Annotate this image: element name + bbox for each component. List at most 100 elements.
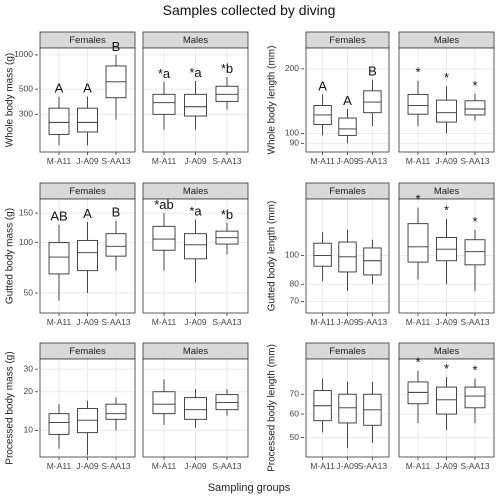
chart-processed-body-mass-g: Processed body mass (g) 10 20 30 Females M-A1… [5, 342, 249, 471]
box-iqr [152, 391, 176, 415]
box-iqr [313, 242, 332, 267]
box-s-aa13 [363, 239, 382, 285]
x-tick-label: J-A09 [435, 317, 457, 327]
box-m-a11: * [407, 355, 429, 423]
y-tick-label: 50 [24, 287, 34, 297]
significance-label: *b [221, 207, 233, 222]
facet-strip-label: Females [69, 186, 106, 197]
significance-label: A [83, 206, 92, 221]
box-j-a09: * [436, 361, 457, 431]
y-tick-label: 10 [24, 425, 34, 435]
box-s-aa13: B [105, 39, 127, 120]
significance-label: *a [158, 66, 171, 81]
box-j-a09: * [436, 70, 457, 134]
x-tick-label: S-AA13 [460, 317, 490, 327]
x-tick-label: M-A11 [310, 461, 335, 471]
x-tick-label: J-A09 [184, 317, 206, 327]
box-m-a11: *ab [152, 197, 176, 271]
significance-label: AB [50, 209, 67, 224]
box-s-aa13: * [464, 214, 486, 291]
box-iqr [184, 93, 207, 117]
x-tick-label: S-AA13 [212, 156, 242, 166]
box-iqr [77, 239, 98, 272]
box-iqr [464, 100, 486, 116]
box-j-a09: A [77, 81, 98, 146]
x-tick-label: J-A09 [76, 461, 98, 471]
y-tick-label: 20 [24, 386, 34, 396]
y-tick-label: 30 [24, 363, 34, 373]
box-s-aa13: *b [215, 207, 239, 255]
significance-label: * [472, 363, 477, 378]
x-tick-label: J-A09 [184, 461, 206, 471]
facet-strip-label: Females [329, 186, 366, 197]
y-axis-label: Whole body mass (g) [5, 53, 16, 147]
y-tick-label: 300 [19, 109, 33, 119]
y-tick-label: 70 [290, 388, 300, 398]
significance-label: A [343, 93, 352, 108]
significance-label: A [55, 81, 64, 96]
significance-label: *ab [154, 197, 174, 212]
x-tick-label: M-A11 [310, 317, 335, 327]
x-tick-label: M-A11 [47, 156, 72, 166]
x-tick-label: J-A09 [336, 461, 358, 471]
x-tick-label: M-A11 [47, 461, 72, 471]
box-j-a09 [338, 229, 357, 291]
facet-strip-label: Males [434, 346, 460, 357]
facet-males: Males *a *a *b M-A11 J-A09 S-AA13 [142, 31, 249, 166]
box-j-a09 [184, 389, 207, 428]
significance-label: B [368, 64, 377, 79]
box-iqr [152, 93, 176, 115]
x-tick-label: J-A09 [435, 461, 457, 471]
significance-label: A [83, 81, 92, 96]
box-iqr [407, 223, 429, 263]
box-iqr [152, 225, 176, 251]
box-iqr [215, 85, 239, 102]
box-s-aa13: * [464, 78, 486, 121]
box-iqr [436, 99, 457, 123]
box-iqr [436, 386, 457, 415]
facet-strip-label: Females [69, 346, 106, 357]
box-m-a11: A [313, 78, 332, 136]
y-tick-label: 150 [19, 207, 33, 217]
x-tick-label: S-AA13 [101, 317, 131, 327]
facet-females: Females M-A11 J-A09 S-AA13 [305, 182, 390, 327]
box-m-a11 [313, 378, 332, 433]
box-iqr [338, 393, 357, 424]
box-m-a11: A [48, 81, 70, 146]
box-iqr [407, 381, 429, 405]
significance-label: A [318, 78, 327, 93]
significance-label: *b [221, 61, 233, 76]
y-tick-label: 50 [290, 432, 300, 442]
box-s-aa13: * [464, 363, 486, 423]
significance-label: * [472, 214, 477, 229]
box-iqr [184, 397, 207, 420]
box-m-a11: *a [152, 66, 176, 130]
significance-label: * [444, 361, 449, 376]
box-j-a09: * [436, 203, 457, 285]
box-iqr [338, 117, 357, 136]
x-tick-label: J-A09 [336, 317, 358, 327]
y-tick-label: 1000 [14, 49, 33, 59]
facet-females: Females M-A11 J-A09 S-AA13 [305, 342, 390, 471]
x-tick-label: J-A09 [336, 156, 358, 166]
y-tick-label: 90 [290, 138, 300, 148]
box-iqr [48, 107, 70, 135]
significance-label: *a [189, 204, 202, 219]
box-m-a11 [313, 231, 332, 282]
box-m-a11 [152, 379, 176, 426]
y-tick-label: 100 [19, 237, 33, 247]
x-tick-label: M-A11 [47, 317, 72, 327]
facet-strip-label: Males [434, 186, 460, 197]
facet-strip-label: Males [183, 35, 209, 46]
y-tick-label: 200 [285, 63, 299, 73]
facet-strip-label: Males [183, 186, 209, 197]
x-tick-label: S-AA13 [460, 461, 490, 471]
significance-label: * [472, 78, 477, 93]
x-axis-label: Sampling groups [207, 482, 291, 494]
x-tick-label: M-A11 [152, 461, 177, 471]
box-j-a09: A [338, 93, 357, 144]
